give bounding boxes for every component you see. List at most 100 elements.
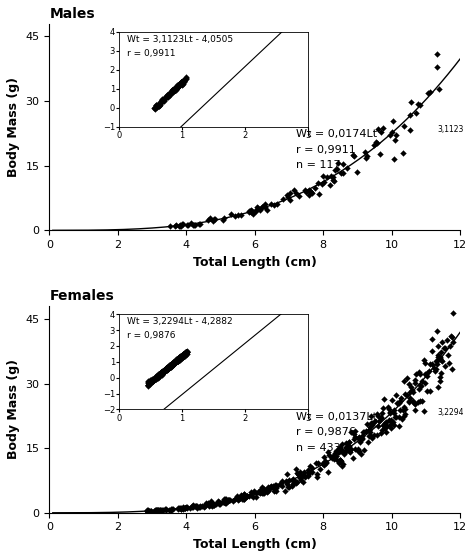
Point: [197, 502, 204, 511]
Point: [390, 117, 397, 126]
Point: [253, 206, 260, 215]
Point: [337, 446, 345, 455]
Point: [267, 483, 275, 492]
Point: [224, 496, 232, 505]
Point: [368, 418, 375, 427]
Point: [154, 506, 162, 515]
Point: [437, 368, 444, 377]
Point: [252, 206, 259, 215]
Point: [204, 498, 211, 507]
Point: [294, 469, 302, 478]
Point: [377, 414, 384, 423]
Point: [428, 335, 436, 344]
Point: [205, 501, 213, 509]
Point: [381, 418, 389, 427]
Point: [225, 496, 233, 505]
Point: [301, 473, 309, 482]
Point: [386, 408, 393, 417]
Point: [290, 474, 297, 483]
Point: [328, 453, 336, 462]
Point: [345, 441, 353, 450]
Point: [286, 196, 294, 205]
Point: [426, 87, 434, 96]
Y-axis label: Body Mass (g): Body Mass (g): [7, 77, 20, 177]
Point: [292, 188, 300, 197]
Point: [174, 503, 182, 512]
Point: [272, 485, 279, 494]
Point: [347, 427, 355, 436]
Point: [414, 100, 422, 109]
Point: [406, 387, 414, 396]
Point: [372, 416, 379, 425]
Point: [290, 186, 298, 195]
Point: [365, 431, 373, 440]
Point: [169, 505, 177, 514]
Point: [403, 373, 411, 382]
Point: [447, 331, 455, 340]
Point: [234, 492, 241, 501]
Point: [223, 498, 230, 507]
Point: [424, 369, 431, 378]
Point: [431, 366, 439, 375]
Point: [380, 404, 387, 413]
Point: [210, 501, 218, 509]
Point: [397, 397, 404, 406]
Point: [336, 456, 343, 465]
Point: [329, 176, 337, 185]
Point: [322, 458, 330, 467]
Point: [215, 499, 223, 508]
Point: [367, 411, 375, 420]
Point: [336, 455, 343, 464]
Point: [335, 445, 342, 454]
Point: [432, 364, 440, 373]
Point: [195, 219, 202, 228]
Point: [410, 388, 417, 397]
Point: [436, 353, 444, 362]
Point: [248, 206, 256, 215]
X-axis label: Total Length (cm): Total Length (cm): [193, 256, 317, 268]
Point: [322, 458, 330, 466]
Point: [177, 504, 185, 513]
Point: [354, 444, 362, 453]
Point: [286, 188, 293, 197]
Point: [411, 378, 419, 387]
Point: [421, 378, 428, 387]
Point: [209, 217, 217, 225]
Point: [295, 191, 303, 200]
Point: [289, 479, 296, 488]
Point: [207, 501, 215, 509]
Point: [190, 220, 197, 229]
Point: [399, 148, 407, 157]
Point: [266, 483, 273, 492]
Point: [358, 435, 365, 444]
Point: [157, 506, 164, 514]
Text: 3,2294: 3,2294: [438, 407, 464, 417]
Point: [198, 502, 206, 511]
Point: [436, 84, 443, 93]
Point: [425, 366, 433, 375]
Point: [146, 506, 153, 515]
Point: [277, 479, 285, 488]
Point: [416, 384, 423, 393]
Point: [342, 444, 350, 453]
Point: [153, 507, 160, 516]
Point: [236, 495, 243, 504]
Point: [182, 503, 189, 512]
Point: [190, 220, 198, 229]
Point: [263, 485, 271, 494]
Point: [411, 376, 419, 384]
Point: [240, 489, 248, 498]
Point: [389, 417, 397, 426]
Point: [335, 448, 343, 456]
Point: [449, 309, 456, 318]
Point: [339, 159, 347, 168]
Point: [196, 502, 203, 511]
Point: [147, 506, 155, 515]
Point: [365, 426, 373, 435]
Point: [161, 505, 169, 514]
Point: [392, 135, 399, 144]
Point: [181, 504, 189, 513]
Point: [179, 504, 186, 513]
Point: [283, 480, 291, 489]
Point: [238, 493, 246, 502]
